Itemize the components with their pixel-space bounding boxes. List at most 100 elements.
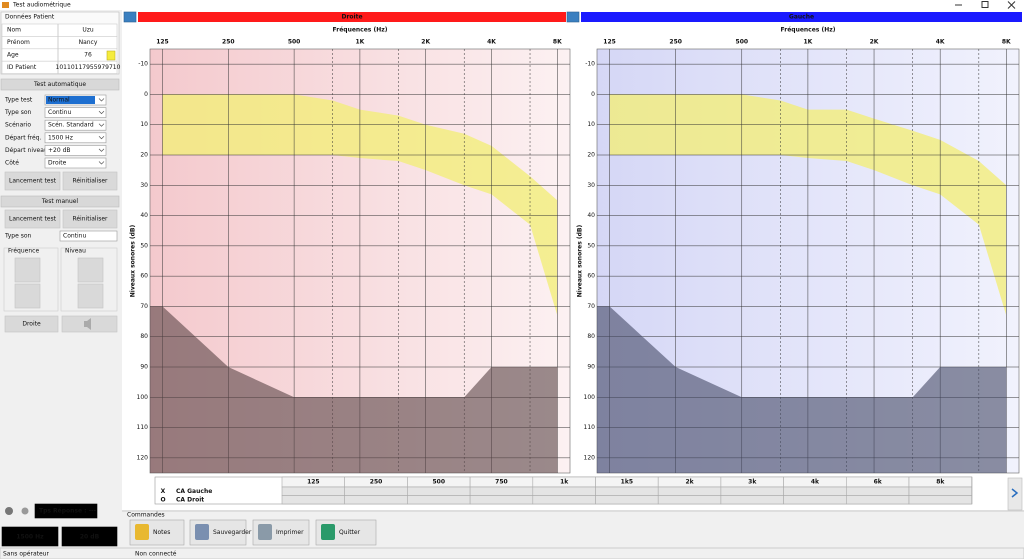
y-tick-label: 110 [137, 424, 149, 431]
table-cell [720, 495, 784, 505]
combo-arrow [98, 148, 105, 152]
y-tick-label: 0 [591, 91, 595, 98]
command-icon [135, 524, 149, 540]
button-label: Lancement test [9, 178, 57, 185]
close-button[interactable] [1007, 1, 1016, 9]
limit-area [597, 306, 1007, 473]
response-label: Tps Réponse : --- [39, 508, 97, 515]
legend-symbol: O [160, 496, 165, 503]
combo-value: Continu [48, 109, 71, 116]
combo-arrow [98, 110, 105, 115]
step-button[interactable] [77, 283, 104, 309]
table-cell [783, 495, 847, 505]
field-label: Scénario [5, 122, 31, 129]
table-cell [532, 486, 596, 496]
x-axis-label: Fréquences (Hz) [333, 27, 388, 34]
commands-title: Commandes [127, 512, 165, 519]
y-tick-label: 60 [587, 273, 595, 280]
maximize-button[interactable] [981, 1, 989, 8]
section-title: Test manuel [41, 198, 79, 205]
x-tick-label: 125 [156, 39, 169, 46]
column-label: 4k [811, 479, 820, 486]
column-label: 8k [936, 479, 945, 486]
button[interactable] [4, 171, 61, 191]
table-cell [469, 495, 534, 505]
button[interactable] [4, 315, 59, 333]
field-label: Nom [7, 27, 21, 34]
x-tick-label: 2K [421, 39, 430, 46]
section-title: Test automatique [33, 81, 86, 88]
level-value: 20 dB [80, 534, 100, 541]
table-cell [845, 495, 910, 505]
field-row [1, 48, 118, 62]
normal-band [609, 94, 1007, 316]
combo-value: Continu [63, 233, 86, 240]
button-label: Réinitialiser [72, 178, 108, 185]
table-cell [407, 495, 471, 505]
group-label: Niveau [65, 248, 86, 255]
x-tick-label: 250 [222, 39, 235, 46]
combo-box[interactable] [44, 145, 107, 156]
button[interactable] [4, 209, 61, 229]
column-label: 2k [685, 479, 694, 486]
legend-name: CA Gauche [176, 488, 212, 495]
limit-area [150, 306, 558, 473]
y-tick-label: 20 [587, 152, 595, 159]
side-icon[interactable] [566, 11, 580, 23]
y-tick-label: -10 [585, 61, 595, 68]
step-button[interactable] [77, 257, 104, 283]
combo-value: 1500 Hz [48, 134, 73, 141]
combo-box[interactable] [44, 157, 107, 169]
response-box [34, 503, 98, 519]
status-text: Sans opérateur [3, 551, 49, 558]
field-value: Nancy [79, 39, 98, 46]
field-label: Type test [4, 97, 33, 104]
table-cell [657, 486, 722, 496]
y-tick-label: -10 [138, 61, 148, 68]
legend-name: CA Droit [176, 496, 204, 503]
table-cell [407, 486, 471, 496]
step-button[interactable] [14, 283, 41, 309]
level-display [61, 526, 118, 547]
table-cell [281, 486, 346, 496]
y-tick-label: 120 [584, 454, 596, 461]
combo-value: Normal [48, 97, 70, 104]
combo-box[interactable] [44, 119, 107, 131]
x-tick-label: 2K [870, 39, 879, 46]
y-tick-label: 100 [584, 394, 596, 401]
command-icon [195, 524, 209, 540]
table-cell [344, 495, 408, 505]
y-tick-label: 80 [140, 333, 148, 340]
combo-box[interactable] [59, 230, 118, 242]
side-title: Droite [341, 14, 362, 21]
y-tick-label: 60 [140, 273, 148, 280]
combo-box[interactable] [44, 132, 107, 144]
y-tick-label: 40 [140, 212, 148, 219]
window-title: Test audiométrique [12, 2, 71, 9]
group-label: Fréquence [8, 248, 39, 255]
y-axis-label: Niveaux sonores (dB) [577, 225, 584, 298]
step-button[interactable] [14, 257, 41, 283]
frequency-value: 1500 Hz [16, 534, 44, 541]
field-label: Age [7, 52, 19, 59]
combo-selection [46, 96, 95, 104]
table-cell [595, 495, 659, 505]
x-tick-label: 8K [1002, 39, 1011, 46]
x-tick-label: 500 [736, 39, 749, 46]
app-icon [2, 2, 9, 8]
x-tick-label: 125 [603, 39, 616, 46]
combo-value: Scén. Standard [48, 122, 94, 129]
command-icon [258, 524, 272, 540]
button[interactable] [62, 171, 118, 191]
command-label: Sauvegarder [213, 529, 252, 536]
normal-band [162, 94, 558, 316]
combo-box[interactable] [44, 107, 107, 118]
combo-arrow [98, 98, 105, 102]
side-icon[interactable] [123, 11, 137, 23]
y-tick-label: 100 [137, 394, 149, 401]
y-axis-label: Niveaux sonores (dB) [130, 225, 137, 298]
y-tick-label: 90 [140, 364, 148, 371]
button[interactable] [62, 209, 118, 229]
y-tick-label: 70 [140, 303, 148, 310]
table-cell [281, 495, 346, 505]
